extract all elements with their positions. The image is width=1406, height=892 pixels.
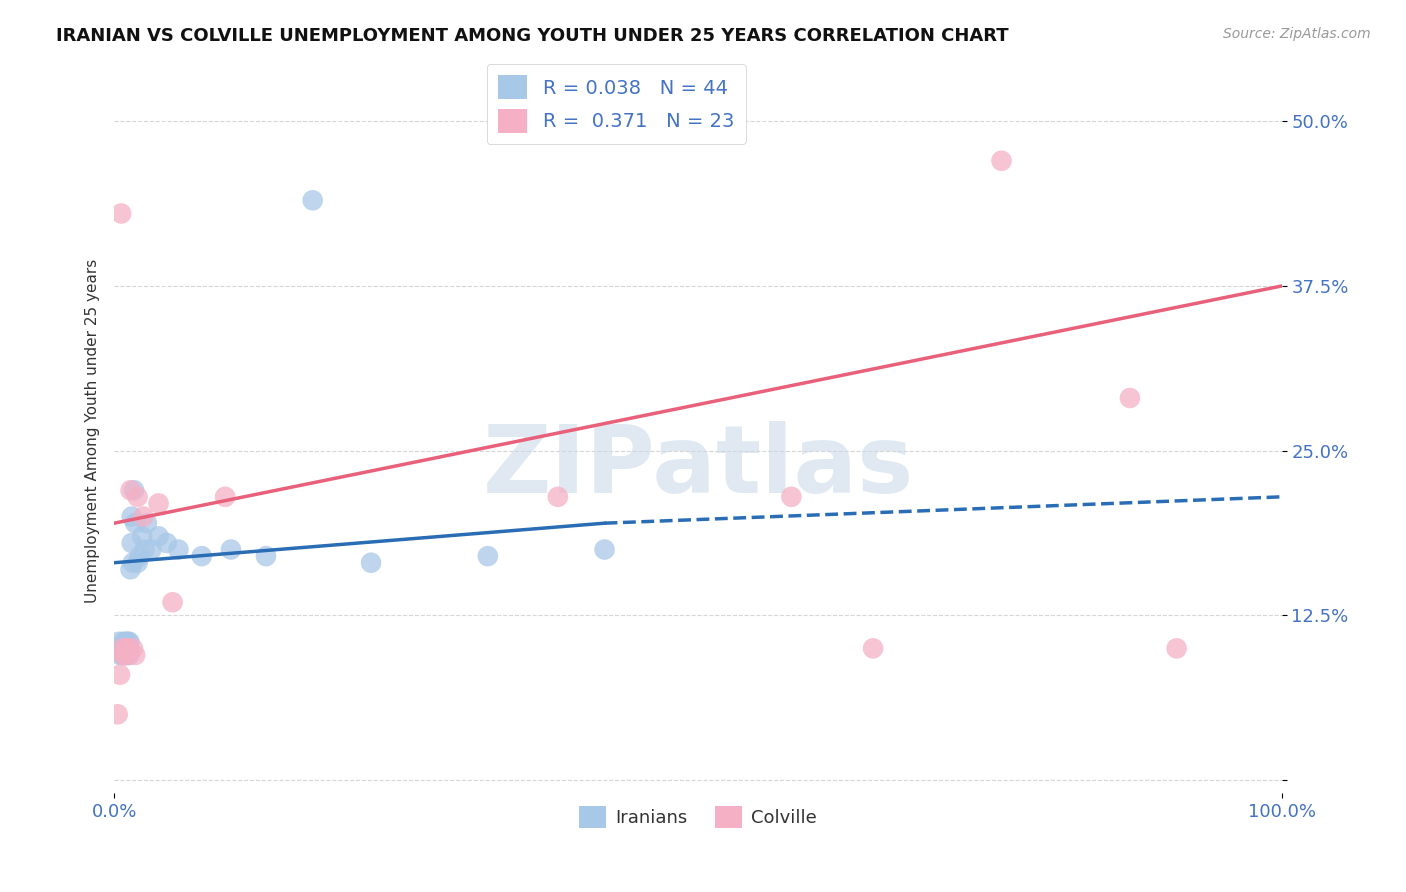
Point: [990, 153, 1012, 168]
Point: [107, 707, 129, 722]
Point: [112, 641, 135, 656]
Legend: Iranians, Colville: Iranians, Colville: [572, 798, 824, 835]
Point: [121, 536, 143, 550]
Point: [127, 490, 149, 504]
Point: [114, 641, 136, 656]
Point: [547, 490, 569, 504]
Point: [117, 641, 139, 656]
Point: [108, 648, 131, 662]
Point: [162, 595, 184, 609]
Point: [110, 206, 132, 220]
Point: [115, 641, 138, 656]
Point: [111, 641, 134, 656]
Point: [127, 556, 149, 570]
Point: [1119, 391, 1142, 405]
Point: [111, 641, 134, 656]
Point: [115, 641, 138, 656]
Point: [132, 509, 155, 524]
Point: [112, 648, 135, 662]
Point: [862, 641, 884, 656]
Point: [360, 556, 382, 570]
Point: [114, 641, 136, 656]
Point: [593, 542, 616, 557]
Point: [107, 641, 129, 656]
Point: [114, 648, 136, 662]
Point: [122, 483, 145, 498]
Point: [121, 509, 143, 524]
Point: [124, 516, 146, 531]
Point: [134, 542, 156, 557]
Text: ZIPatlas: ZIPatlas: [482, 421, 914, 513]
Point: [477, 549, 499, 563]
Point: [214, 490, 236, 504]
Text: IRANIAN VS COLVILLE UNEMPLOYMENT AMONG YOUTH UNDER 25 YEARS CORRELATION CHART: IRANIAN VS COLVILLE UNEMPLOYMENT AMONG Y…: [56, 27, 1010, 45]
Point: [1166, 641, 1188, 656]
Point: [122, 556, 145, 570]
Point: [115, 648, 138, 662]
Point: [219, 542, 242, 557]
Point: [156, 536, 179, 550]
Point: [118, 648, 141, 662]
Point: [141, 542, 163, 557]
Point: [108, 634, 131, 648]
Y-axis label: Unemployment Among Youth under 25 years: Unemployment Among Youth under 25 years: [86, 259, 100, 603]
Point: [148, 496, 170, 510]
Point: [167, 542, 190, 557]
Point: [114, 648, 136, 662]
Point: [108, 667, 131, 681]
Point: [115, 634, 138, 648]
Point: [254, 549, 277, 563]
Point: [117, 634, 139, 648]
Point: [124, 648, 146, 662]
Point: [115, 648, 138, 662]
Point: [120, 483, 142, 498]
Point: [780, 490, 803, 504]
Point: [112, 634, 135, 648]
Text: Source: ZipAtlas.com: Source: ZipAtlas.com: [1223, 27, 1371, 41]
Point: [135, 516, 157, 531]
Point: [128, 549, 150, 563]
Point: [120, 562, 142, 576]
Point: [115, 648, 138, 662]
Point: [115, 641, 138, 656]
Point: [190, 549, 212, 563]
Point: [301, 194, 323, 208]
Point: [118, 641, 141, 656]
Point: [115, 641, 138, 656]
Point: [110, 641, 132, 656]
Point: [122, 641, 145, 656]
Point: [131, 529, 153, 543]
Point: [118, 634, 141, 648]
Point: [111, 648, 134, 662]
Point: [117, 641, 139, 656]
Point: [148, 529, 170, 543]
